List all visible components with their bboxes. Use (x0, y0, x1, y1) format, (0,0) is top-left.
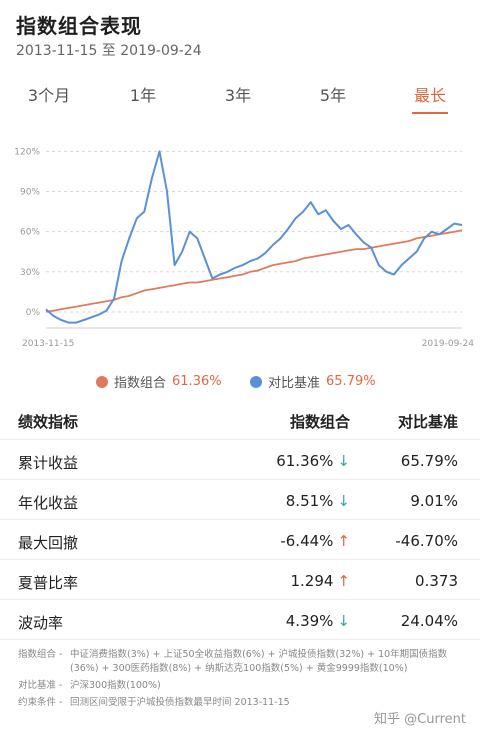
table-row: 夏普比率 1.294 ↑ 0.373 (0, 560, 480, 600)
date-range: 2013-11-15 至 2019-09-24 (16, 43, 202, 59)
metric-name: 累计收益 (18, 454, 79, 472)
metric-name: 年化收益 (18, 494, 79, 512)
note-constraint: 约束条件 - 回测区间受限于沪城投债指数最早时间 2013-11-15 (18, 696, 468, 710)
table-row: 年化收益 8.51% ↓ 9.01% (0, 480, 480, 520)
tab-3-years[interactable]: 3年 (224, 86, 252, 105)
legend-dot-benchmark (250, 375, 262, 388)
legend-dot-portfolio (96, 375, 108, 388)
table-row: 波动率 4.39% ↓ 24.04% (0, 600, 480, 640)
series-line-benchmark (45, 150, 463, 324)
note-text: 中证消费指数(3%) + 上证50全收益指数(6%) + 沪城投债指数(32%)… (70, 649, 448, 674)
x-tick-end: 2019-09-24 (422, 339, 475, 349)
legend-benchmark[interactable]: 对比基准 65.79% (250, 372, 376, 391)
x-tick-start: 2013-11-15 (22, 339, 74, 349)
note-benchmark: 对比基准 - 沪深300指数(100%) (18, 679, 468, 693)
portfolio-value: 61.36% ↓ (276, 452, 350, 470)
series-line-portfolio (45, 229, 463, 313)
y-tick-label: 120% (14, 147, 40, 157)
y-tick-label: 0% (26, 308, 41, 318)
note-text: 沪深300指数(100%) (70, 680, 161, 691)
footnotes: 指数组合 - 中证消费指数(3%) + 上证50全收益指数(6%) + 沪城投债… (18, 648, 468, 713)
benchmark-value: 9.01% (410, 492, 458, 510)
benchmark-value: 0.373 (415, 572, 458, 590)
note-portfolio: 指数组合 - 中证消费指数(3%) + 上证50全收益指数(6%) + 沪城投债… (18, 648, 468, 676)
table-row: 最大回撤 -6.44% ↑ -46.70% (0, 520, 480, 560)
performance-chart: 120% 90% 60% 30% 0% 2013-11-15 2019-09-24 (0, 128, 480, 358)
period-tabs: 3个月 1年 3年 5年 最长 (0, 82, 480, 114)
tab-1-year[interactable]: 1年 (129, 86, 157, 105)
portfolio-value: 4.39% ↓ (285, 612, 350, 630)
y-tick-label: 60% (20, 228, 40, 238)
note-label: 指数组合 - (18, 649, 63, 660)
metric-name: 夏普比率 (18, 574, 79, 592)
table-row: 累计收益 61.36% ↓ 65.79% (0, 440, 480, 480)
tab-longest[interactable]: 最长 (413, 86, 446, 105)
arrow-down-icon: ↓ (337, 492, 350, 510)
arrow-down-icon: ↓ (337, 612, 350, 630)
legend-portfolio[interactable]: 指数组合 61.36% (96, 372, 222, 391)
tab-5-years[interactable]: 5年 (319, 86, 347, 105)
header-portfolio: 指数组合 (289, 413, 350, 431)
header-benchmark: 对比基准 (397, 413, 458, 431)
note-label: 约束条件 - (18, 697, 63, 708)
note-label: 对比基准 - (18, 680, 63, 691)
benchmark-value: -46.70% (395, 532, 458, 550)
metric-name: 最大回撤 (18, 534, 79, 552)
tab-3-months[interactable]: 3个月 (27, 86, 71, 105)
table-header: 绩效指标 指数组合 对比基准 (0, 398, 480, 440)
chart-svg: 120% 90% 60% 30% 0% 2013-11-15 2019-09-24 (14, 147, 475, 349)
chart-legend: 指数组合 61.36% 对比基准 65.79% (0, 372, 480, 392)
arrow-up-icon: ↑ (337, 572, 350, 590)
header-metric: 绩效指标 (18, 413, 79, 431)
benchmark-value: 65.79% (400, 452, 458, 470)
legend-value-portfolio: 61.36% (172, 374, 222, 389)
legend-value-benchmark: 65.79% (326, 374, 376, 389)
metric-name: 波动率 (18, 614, 64, 632)
arrow-up-icon: ↑ (337, 532, 350, 550)
portfolio-value: -6.44% ↑ (280, 532, 350, 550)
legend-label-portfolio: 指数组合 (114, 376, 167, 391)
arrow-down-icon: ↓ (337, 452, 350, 470)
watermark: 知乎 @Current (374, 712, 466, 727)
legend-label-benchmark: 对比基准 (268, 376, 321, 391)
portfolio-value: 8.51% ↓ (285, 492, 350, 510)
benchmark-value: 24.04% (400, 612, 458, 630)
portfolio-value: 1.294 ↑ (290, 572, 350, 590)
page-title: 指数组合表现 (16, 14, 142, 38)
note-text: 回测区间受限于沪城投债指数最早时间 2013-11-15 (70, 697, 290, 708)
performance-table: 绩效指标 指数组合 对比基准 累计收益 61.36% ↓ 65.79% 年化收益 … (0, 398, 480, 640)
y-tick-label: 90% (20, 188, 40, 198)
active-tab-indicator (412, 112, 448, 114)
y-tick-label: 30% (20, 268, 40, 278)
